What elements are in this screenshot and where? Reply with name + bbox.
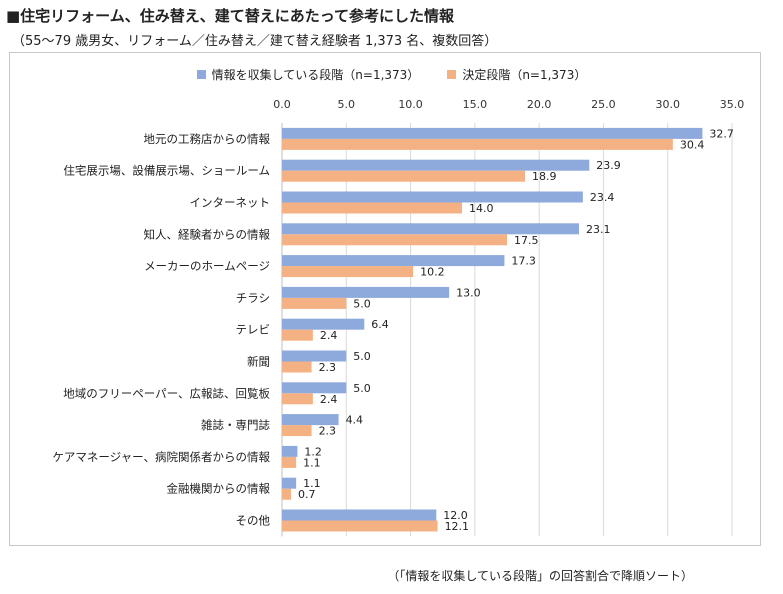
data-label: 2.3 xyxy=(319,361,337,374)
legend-swatch-series2 xyxy=(447,70,457,79)
bar-series1 xyxy=(282,223,579,235)
page-title: ■住宅リフォーム、住み替え、建て替えにあたって参考にした情報 xyxy=(6,7,454,25)
category-label: ケアマネージャー、病院関係者からの情報 xyxy=(52,450,270,464)
data-label: 12.1 xyxy=(445,520,470,533)
bar-series1 xyxy=(282,286,450,298)
bar-series2 xyxy=(282,297,347,309)
data-label: 2.4 xyxy=(320,393,338,406)
data-label: 18.9 xyxy=(532,170,557,183)
data-label: 1.2 xyxy=(304,445,322,458)
bar-series2 xyxy=(282,329,313,341)
data-label: 12.0 xyxy=(443,509,468,522)
bar-series2 xyxy=(282,138,673,150)
bar-series1 xyxy=(282,127,703,139)
category-label: 新聞 xyxy=(247,355,270,369)
bar-series1 xyxy=(282,255,505,267)
sort-footnote: （「情報を収集している段階」の回答割合で降順ソート） xyxy=(387,569,693,583)
x-tick-label: 25.0 xyxy=(591,98,616,111)
data-label: 4.4 xyxy=(346,414,364,427)
bar-series1 xyxy=(282,445,298,457)
data-label: 1.1 xyxy=(303,456,321,469)
bar-series2 xyxy=(282,488,291,500)
x-tick-label: 35.0 xyxy=(720,98,745,111)
bar-series2 xyxy=(282,234,507,246)
bar-series1 xyxy=(282,509,437,521)
category-label: 雑誌・専門誌 xyxy=(201,418,270,432)
bar-series2 xyxy=(282,170,525,182)
data-label: 14.0 xyxy=(469,202,494,215)
legend-swatch-series1 xyxy=(196,70,206,79)
data-label: 17.3 xyxy=(511,255,536,268)
legend-label-series1: 情報を収集している段階（n=1,373） xyxy=(211,68,420,82)
data-label: 13.0 xyxy=(456,286,481,299)
category-label: 知人、経験者からの情報 xyxy=(144,227,271,241)
category-label: インターネット xyxy=(190,196,271,210)
bar-series2 xyxy=(282,456,297,468)
category-label: 住宅展示場、設備展示場、ショールーム xyxy=(63,164,270,178)
bar-series1 xyxy=(282,191,583,203)
data-label: 32.7 xyxy=(709,127,734,140)
data-label: 10.2 xyxy=(420,266,445,279)
bar-series2 xyxy=(282,361,312,373)
x-tick-label: 0.0 xyxy=(273,98,291,111)
bar-series1 xyxy=(282,382,347,394)
category-label: 地元の工務店からの情報 xyxy=(144,132,271,146)
legend-item-series2: 決定段階（n=1,373） xyxy=(447,66,586,83)
category-label: 金融機関からの情報 xyxy=(167,482,271,496)
category-label: 地域のフリーペーパー、広報誌、回覧板 xyxy=(63,386,270,400)
data-label: 30.4 xyxy=(680,138,705,151)
data-label: 23.4 xyxy=(590,191,615,204)
data-label: 1.1 xyxy=(303,477,321,490)
data-label: 17.5 xyxy=(514,234,539,247)
data-label: 5.0 xyxy=(353,382,371,395)
legend-item-series1: 情報を収集している段階（n=1,373） xyxy=(196,66,420,83)
chart-legend: 情報を収集している段階（n=1,373） 決定段階（n=1,373） xyxy=(0,66,783,83)
chart-frame xyxy=(9,52,761,546)
x-tick-label: 10.0 xyxy=(398,98,423,111)
bar-series2 xyxy=(282,520,438,532)
legend-label-series2: 決定段階（n=1,373） xyxy=(462,68,587,82)
bar-series2 xyxy=(282,202,462,214)
data-label: 0.7 xyxy=(298,488,316,501)
category-label: その他 xyxy=(236,514,271,528)
data-label: 23.9 xyxy=(596,159,621,172)
page-subtitle: （55〜79 歳男女、リフォーム／住み替え／建て替え経験者 1,373 名、複数… xyxy=(12,34,498,49)
data-label: 5.0 xyxy=(353,297,371,310)
data-label: 2.4 xyxy=(320,329,338,342)
bar-series1 xyxy=(282,159,590,171)
data-label: 2.3 xyxy=(319,425,337,438)
category-label: テレビ xyxy=(236,323,271,337)
bar-series1 xyxy=(282,318,365,330)
x-tick-label: 15.0 xyxy=(463,98,488,111)
data-label: 6.4 xyxy=(371,318,389,331)
x-tick-label: 30.0 xyxy=(655,98,680,111)
x-tick-label: 20.0 xyxy=(527,98,552,111)
x-tick-label: 5.0 xyxy=(338,98,356,111)
data-label: 5.0 xyxy=(353,350,371,363)
bar-series2 xyxy=(282,393,313,405)
data-label: 23.1 xyxy=(586,223,611,236)
bar-series1 xyxy=(282,350,347,362)
bar-series1 xyxy=(282,477,297,489)
bar-series2 xyxy=(282,425,312,437)
bar-series1 xyxy=(282,414,339,426)
category-label: メーカーのホームページ xyxy=(144,259,270,273)
category-label: チラシ xyxy=(236,291,270,305)
bar-series2 xyxy=(282,266,414,278)
